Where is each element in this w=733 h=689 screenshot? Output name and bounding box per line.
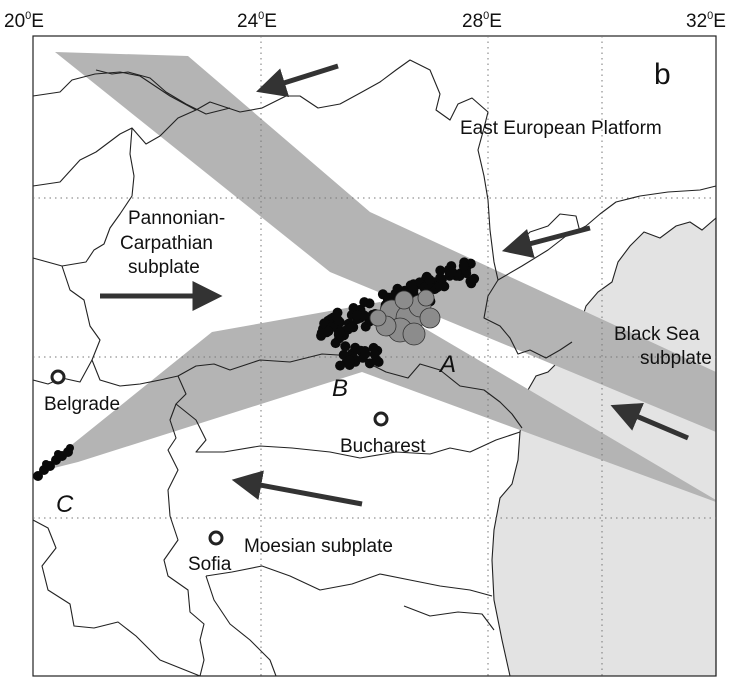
pannonian-label-line1: Pannonian- (128, 208, 225, 229)
black-sea-label-line2: subplate (640, 348, 712, 369)
arrow-icon (256, 63, 339, 98)
black-sea-label-line1: Black Sea (614, 324, 700, 345)
lon-tick-24: 240E (237, 10, 277, 32)
longitude-axis: 200E 240E 280E 320E (4, 10, 726, 32)
cluster-b-label: B (332, 375, 348, 402)
political-borders (32, 59, 717, 677)
lon-tick-32: 320E (686, 10, 726, 32)
cluster-a-label: A (438, 351, 456, 378)
southern-band (38, 302, 716, 502)
plate-motion-arrows (100, 63, 689, 507)
arrow-icon (610, 403, 689, 441)
northern-band (55, 52, 716, 432)
lithosphere-bands (38, 52, 716, 502)
cluster-c-events (33, 444, 74, 481)
sofia-marker (208, 530, 224, 546)
bucharest-marker (373, 411, 389, 427)
bucharest-label: Bucharest (340, 436, 426, 457)
moesian-label: Moesian subplate (244, 536, 393, 557)
pannonian-label-line2: Carpathian (120, 233, 213, 254)
panel-letter: b (654, 58, 671, 91)
lon-tick-28: 280E (462, 10, 502, 32)
pannonian-label-line3: subplate (128, 257, 200, 278)
lon-tick-20: 200E (4, 10, 44, 32)
east-european-platform-label: East European Platform (460, 118, 662, 139)
cluster-a-large-events (369, 289, 441, 346)
map-frame (32, 35, 717, 677)
arrow-icon (501, 225, 591, 259)
arrow-icon (231, 470, 363, 507)
city-markers (50, 369, 389, 546)
belgrade-marker (50, 369, 66, 385)
sofia-label: Sofia (188, 554, 232, 575)
belgrade-label: Belgrade (44, 394, 120, 415)
cluster-c-label: C (56, 491, 74, 518)
